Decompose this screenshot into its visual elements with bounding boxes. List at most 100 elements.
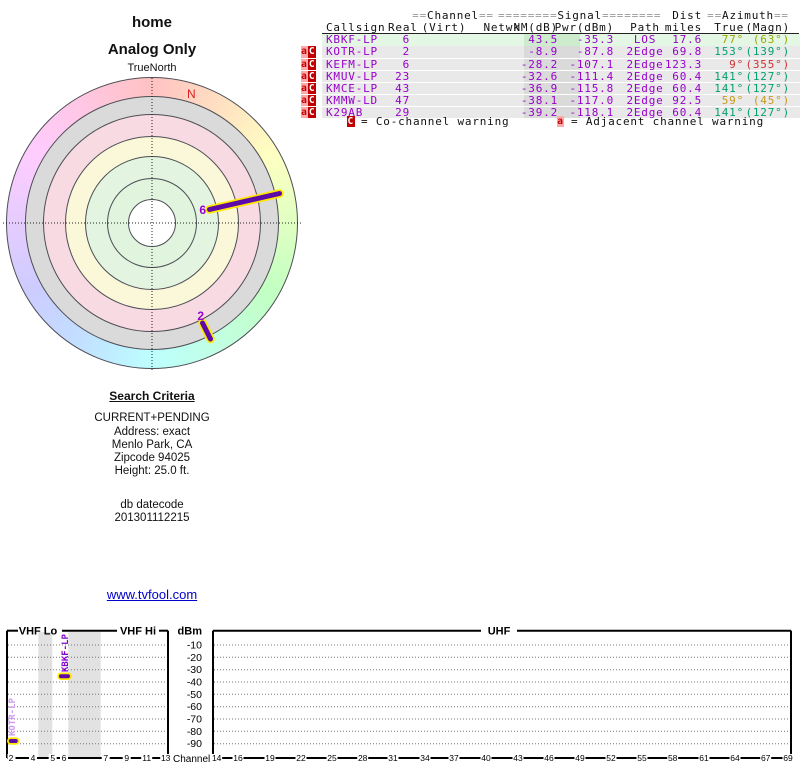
co-channel-warning-badge: C: [308, 82, 316, 95]
table-group-header: ==Channel== ========Signal======== Dist …: [300, 8, 800, 22]
cell-true-azimuth: 9°: [729, 57, 744, 71]
nm-cell-shade: [524, 95, 580, 107]
cell-true-azimuth: 141°: [714, 69, 744, 83]
vhf-gap-band: [38, 632, 53, 758]
cell-true-azimuth: 59°: [721, 94, 744, 107]
tick-gaps: [7, 754, 794, 762]
adjacent-warning-badge: a: [300, 70, 308, 83]
col-miles: miles: [664, 20, 702, 34]
cell-nm: -36.9: [520, 81, 558, 95]
adjacent-channel-badge: a: [557, 115, 564, 127]
channel-tick: 58: [668, 753, 678, 763]
uhf-gridlines: [214, 644, 790, 745]
group-azimuth: ==Azimuth==: [707, 8, 789, 22]
cell-real: 29: [395, 106, 410, 120]
cell-callsign: KMUV-LP: [326, 69, 378, 83]
col-true: True: [714, 20, 744, 34]
nm-cell-shade: [524, 70, 580, 83]
channel-tick: 2: [9, 753, 14, 763]
table-row: KBKF-LP 6 43.5 -35.3 LOS 17.6 77° (63°): [300, 33, 800, 47]
cell-path: 2Edge: [626, 45, 664, 59]
cell-magn-azimuth: (139°): [745, 45, 790, 59]
col-virt: (Virt): [421, 20, 467, 34]
warning-legend: C = Co-channel warning a = Adjacent chan…: [300, 115, 800, 127]
dbm-tick: -10: [187, 640, 202, 652]
channel-tick: 37: [449, 753, 459, 763]
col-path: Path: [630, 20, 660, 34]
col-magn: (Magn): [745, 20, 790, 34]
dbm-tick: -50: [187, 689, 202, 701]
cell-callsign: KOTR-LP: [326, 45, 378, 59]
cell-callsign: KMCE-LP: [326, 81, 378, 95]
col-netwk: Netwk: [483, 20, 521, 34]
row-stripe: [322, 107, 800, 119]
cell-true-azimuth: 77°: [721, 33, 744, 47]
uhf-frame: [212, 629, 792, 759]
azimuth-radar-plot: N 6 2: [3, 77, 301, 370]
uhf-label: UHF: [488, 626, 511, 638]
vhf-gridlines: [8, 644, 167, 745]
cell-nm: 43.5: [528, 33, 558, 47]
nm-cell-shade: [524, 46, 580, 58]
cell-miles: 69.8: [672, 45, 702, 59]
cell-path: LOS: [633, 33, 657, 47]
adjacent-warning-badge: a: [300, 107, 308, 119]
cell-path: 2Edge: [626, 106, 664, 120]
cell-true-azimuth: 153°: [714, 45, 744, 59]
spoke-ch2-label: 2: [197, 309, 204, 323]
channel-tick: 31: [388, 753, 398, 763]
cell-pwr: -87.8: [576, 45, 614, 59]
dbm-ticks: -10 -20 -30 -40 -50 -60 -70 -80 -90: [187, 640, 202, 751]
cell-pwr: -117.0: [569, 94, 614, 107]
tvfool-link[interactable]: www.tvfool.com: [106, 587, 198, 602]
search-zipcode: Zipcode 94025: [113, 451, 191, 464]
vhf-lo-label: VHF Lo: [19, 626, 58, 638]
channel-tick: 19: [265, 753, 275, 763]
kbkf-station-label: KBKF-LP: [61, 633, 71, 672]
cell-pwr: -111.4: [569, 69, 614, 83]
cell-magn-azimuth: (355°): [745, 57, 790, 71]
col-real: Real: [388, 20, 418, 34]
cell-nm: -32.6: [520, 69, 558, 83]
cell-nm: -8.9: [528, 45, 558, 59]
dbm-tick: -90: [187, 738, 202, 750]
co-channel-badge: C: [347, 115, 355, 127]
north-marker: N: [187, 87, 196, 101]
row-stripe: [322, 46, 800, 58]
cell-path: 2Edge: [626, 57, 664, 71]
cell-nm: -39.2: [520, 106, 558, 120]
signal-spectrum-chart: VHF Lo VHF Hi UHF dBm -10 -20 -30 -40 -5…: [6, 626, 794, 765]
cell-pwr: -107.1: [569, 57, 614, 71]
channel-tick: 25: [327, 753, 337, 763]
cell-nm: -28.2: [520, 57, 558, 71]
vhf-channel-ticks: 2 4 5 6 7 9 11 13: [9, 753, 171, 763]
db-datecode-label: db datecode: [120, 499, 184, 511]
co-channel-warning-badge: C: [308, 58, 316, 70]
cell-magn-azimuth: (127°): [745, 81, 790, 95]
channel-tick: 5: [50, 753, 55, 763]
channel-tick: 43: [513, 753, 523, 763]
cell-real: 43: [395, 81, 410, 95]
row-stripe: [322, 82, 800, 95]
header-underline: [322, 33, 799, 35]
channel-tick: 40: [481, 753, 491, 763]
cell-true-azimuth: 141°: [714, 106, 744, 120]
table-column-header: Callsign Real (Virt) Netwk NM(dB) Pwr(dB…: [300, 20, 800, 34]
adjacent-warning-badge: a: [300, 95, 308, 107]
channel-tick: 6: [62, 753, 67, 763]
channel-tick: 11: [142, 753, 151, 763]
cell-pwr: -35.3: [576, 33, 614, 47]
spoke-ch6-bar: [207, 191, 282, 212]
adjacent-warning-badge: a: [300, 46, 308, 58]
cell-magn-azimuth: (63°): [752, 33, 790, 47]
cell-callsign: K29AB: [326, 106, 364, 120]
cell-callsign: KBKF-LP: [326, 33, 378, 47]
cell-miles: 17.6: [672, 33, 702, 47]
report-title: home: [131, 14, 172, 31]
channel-tick: 4: [31, 753, 36, 763]
cell-miles: 123.3: [664, 57, 702, 71]
